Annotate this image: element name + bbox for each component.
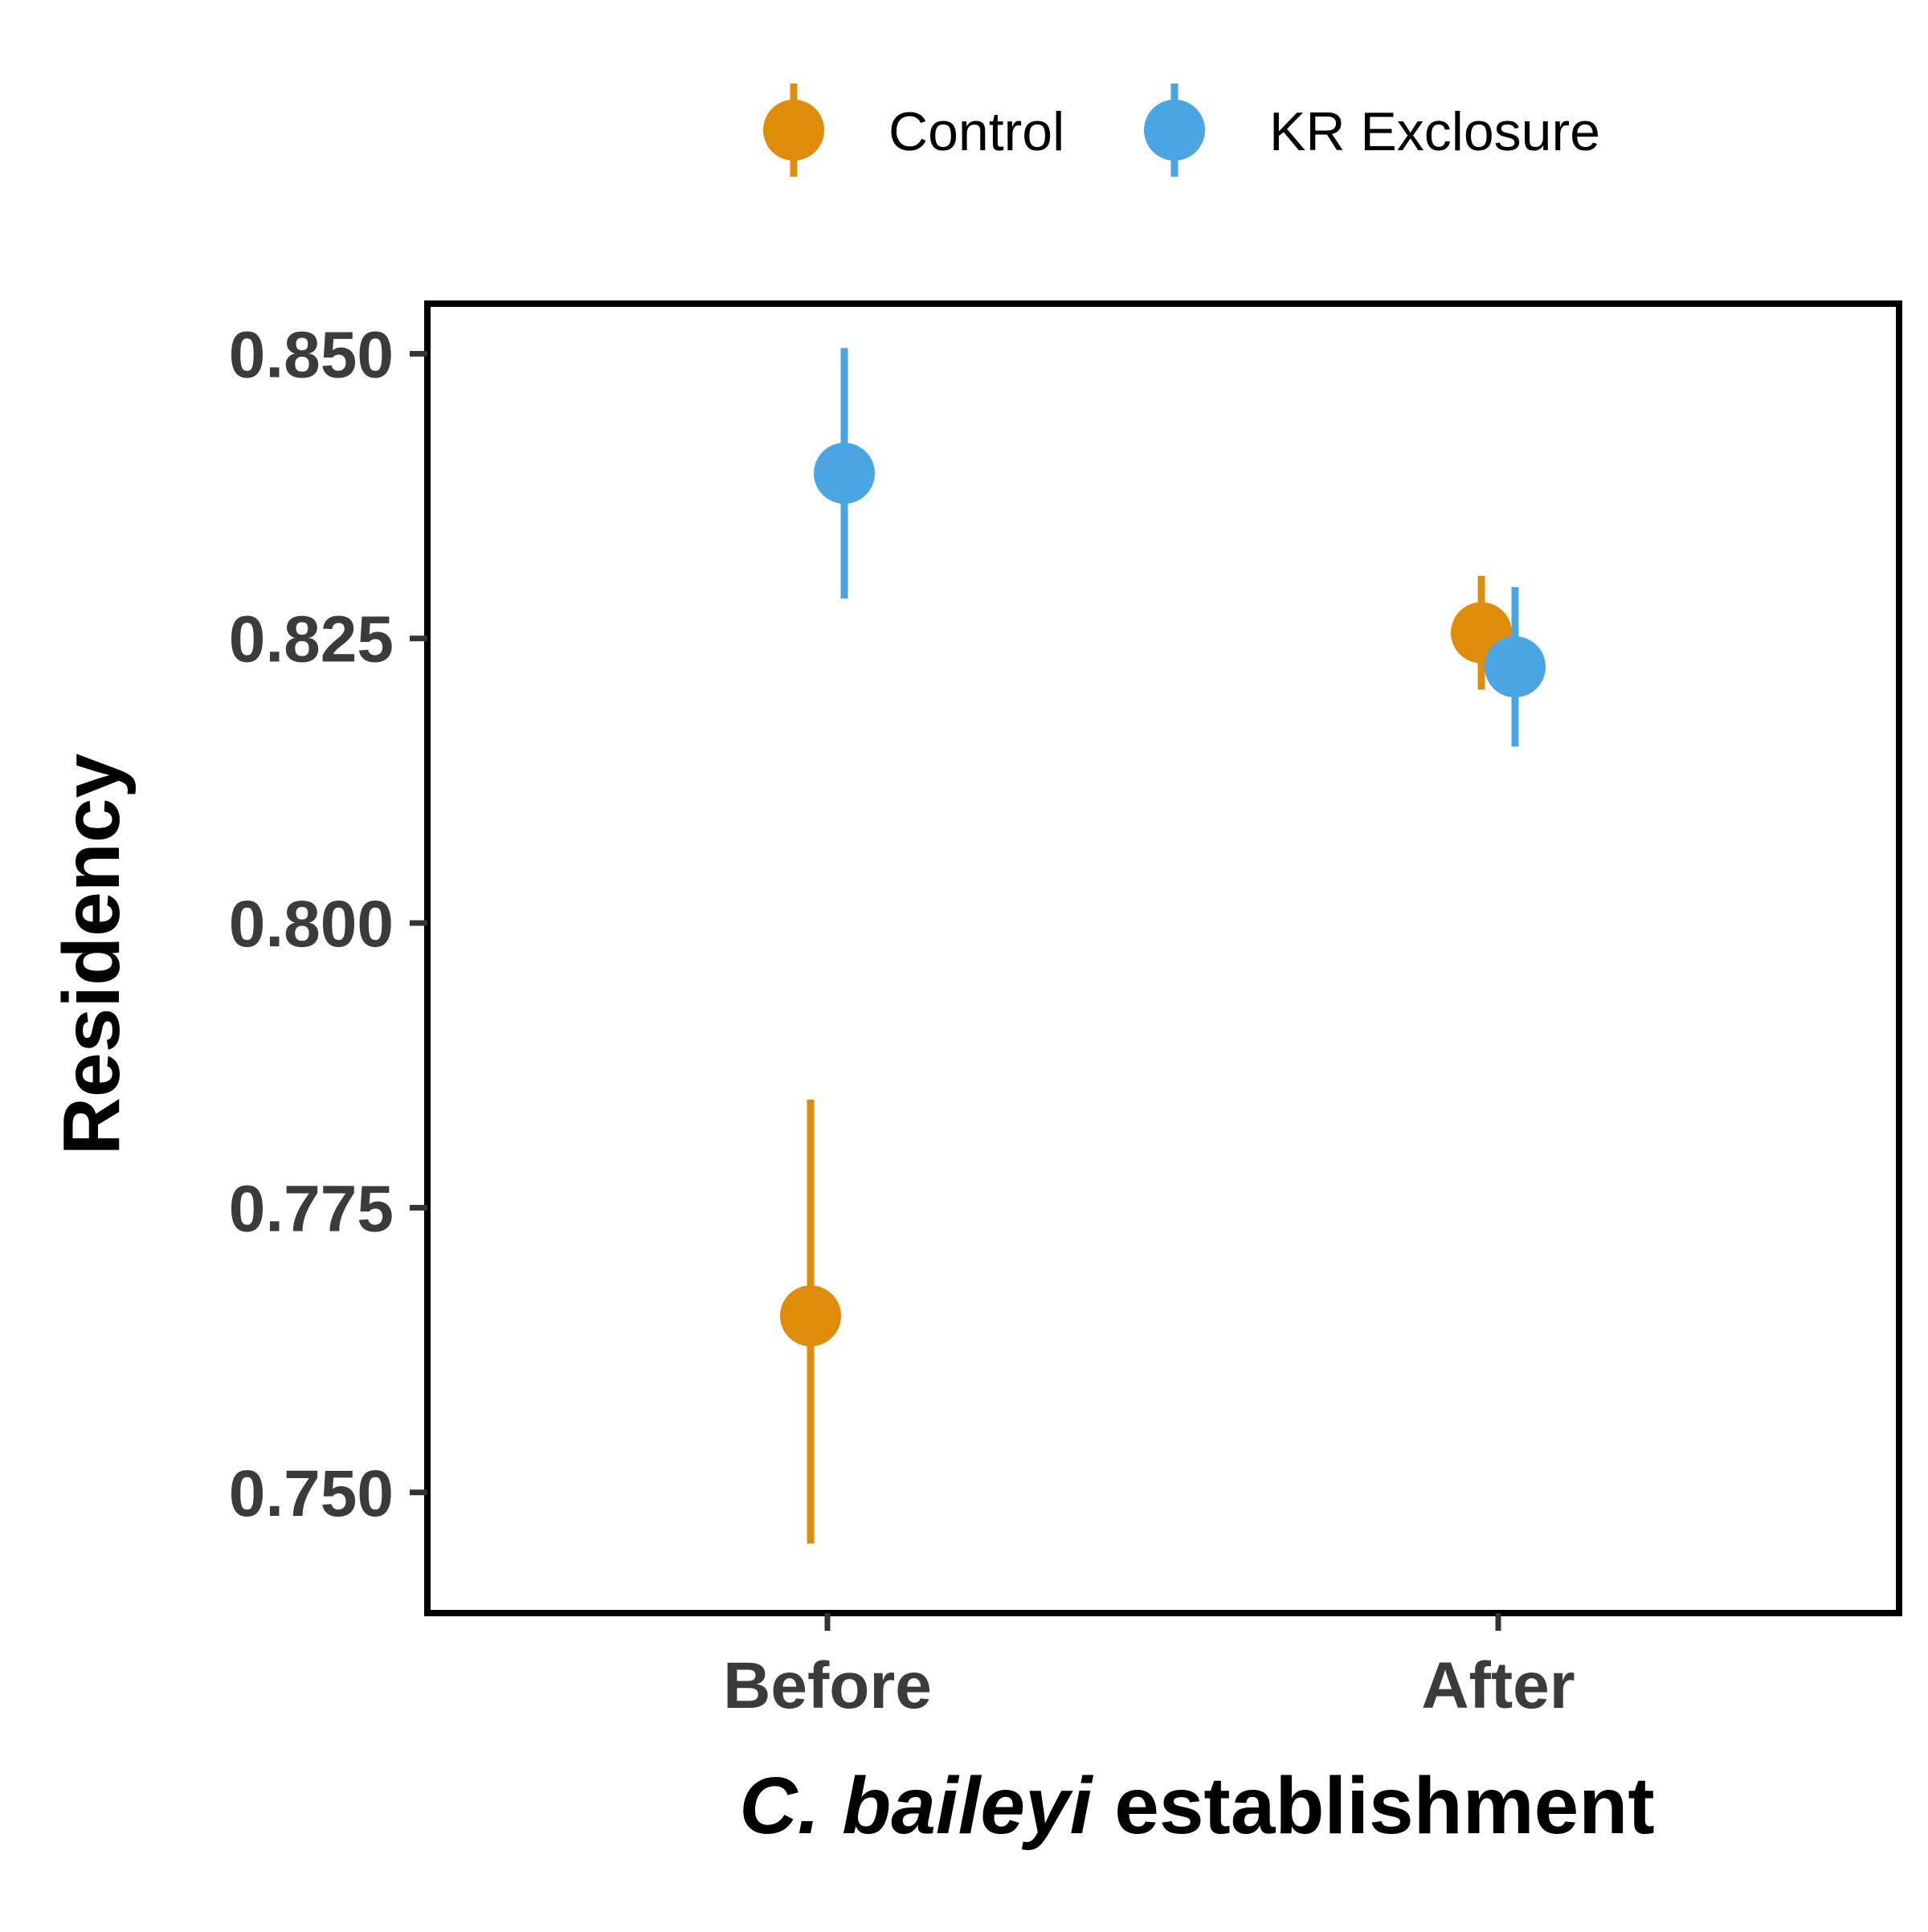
legend-control-marker — [763, 100, 824, 161]
y-tick-label: 0.775 — [229, 1172, 394, 1245]
kr-exclosure-before-point — [814, 443, 875, 504]
plot-panel-border — [424, 300, 1902, 1616]
y-tick-label: 0.750 — [229, 1457, 394, 1530]
legend-kr-exclosure-marker — [1144, 100, 1205, 161]
y-tick-label: 0.825 — [229, 603, 394, 676]
y-tick-label: 0.800 — [229, 888, 394, 961]
x-axis: Before After — [723, 1613, 1575, 1722]
x-tick-label: Before — [723, 1649, 932, 1722]
x-tick-label: After — [1421, 1649, 1575, 1722]
y-tick-label: 0.850 — [229, 318, 394, 391]
series-kr-exclosure — [814, 348, 1546, 747]
legend-kr-exclosure-label: KR Exclosure — [1269, 101, 1600, 162]
control-before-point — [780, 1285, 841, 1347]
x-axis-title-regular: establishment — [1092, 1761, 1654, 1851]
x-axis-title: C. baileyi establishment — [739, 1761, 1654, 1851]
series-control — [780, 575, 1512, 1544]
legend: Control KR Exclosure — [763, 84, 1600, 177]
y-axis-title: Residency — [47, 753, 137, 1155]
legend-control-label: Control — [888, 101, 1064, 162]
x-axis-title-italic: C. baileyi — [739, 1761, 1093, 1851]
kr-exclosure-after-point — [1485, 636, 1546, 698]
y-axis: 0.750 0.775 0.800 0.825 0.850 — [229, 318, 427, 1530]
